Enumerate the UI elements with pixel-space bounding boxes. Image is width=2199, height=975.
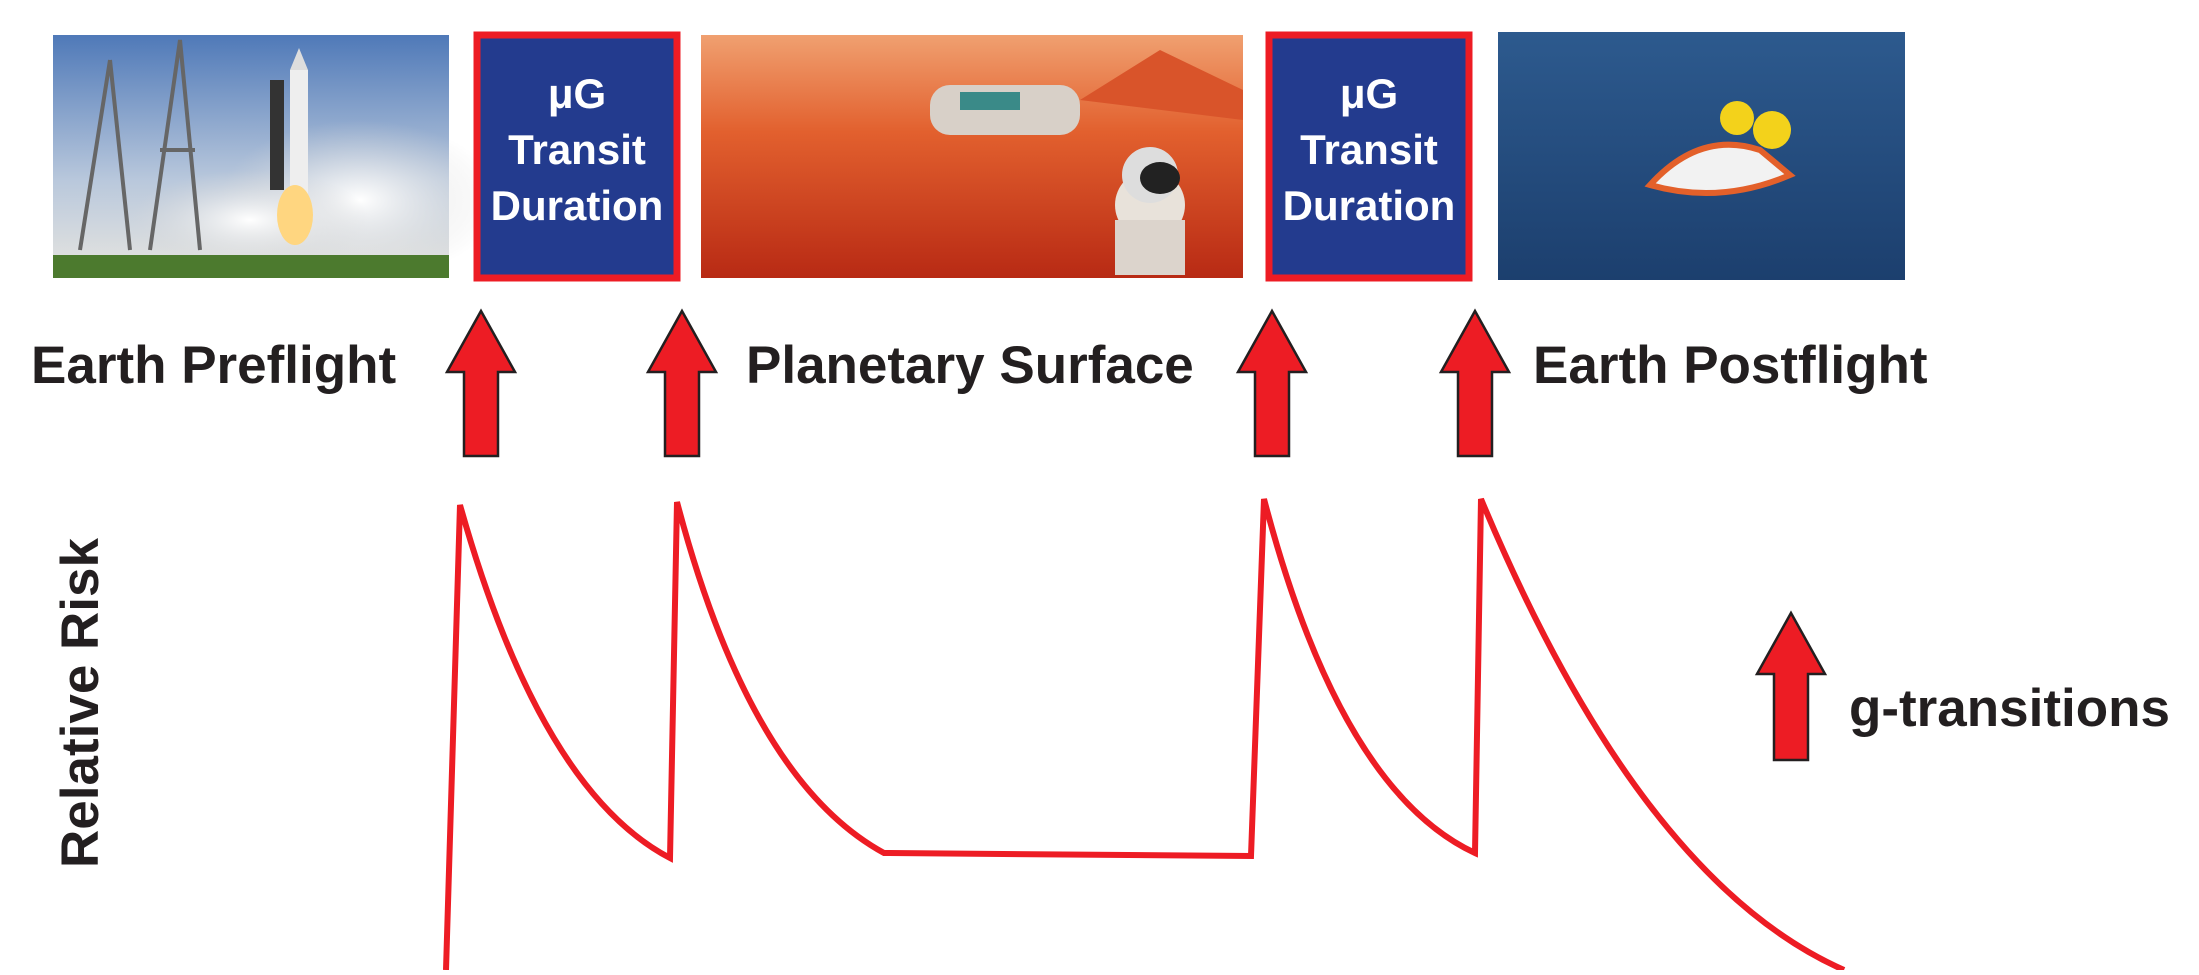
box-line: Transit (1300, 126, 1438, 173)
launch-image (53, 35, 500, 280)
box-line: μG (548, 70, 606, 117)
arrow (447, 311, 515, 456)
box-line: Duration (491, 182, 664, 229)
risk-curve (446, 499, 1844, 970)
phase-label: Planetary Surface (746, 336, 1194, 395)
arrow (1238, 311, 1306, 456)
legend-label: g-transitions (1849, 679, 2170, 738)
box-line: Transit (508, 126, 646, 173)
box-line: Duration (1283, 182, 1456, 229)
arrow (1441, 311, 1509, 456)
arrow (648, 311, 716, 456)
transit-box: μG Transit Duration (477, 35, 677, 278)
axis-label: Relative Risk (51, 538, 110, 868)
splashdown-image (1498, 32, 1905, 280)
mars-image (701, 35, 1243, 278)
transit-box: μG Transit Duration (1269, 35, 1469, 278)
diagram: μG Transit Duration μG Transit Duration … (0, 0, 2199, 970)
legend-arrow (1757, 613, 1825, 760)
box-line: μG (1340, 70, 1398, 117)
phase-label: Earth Postflight (1533, 336, 1928, 395)
legend: g-transitions (1757, 613, 2170, 760)
phase-label: Earth Preflight (31, 336, 396, 395)
